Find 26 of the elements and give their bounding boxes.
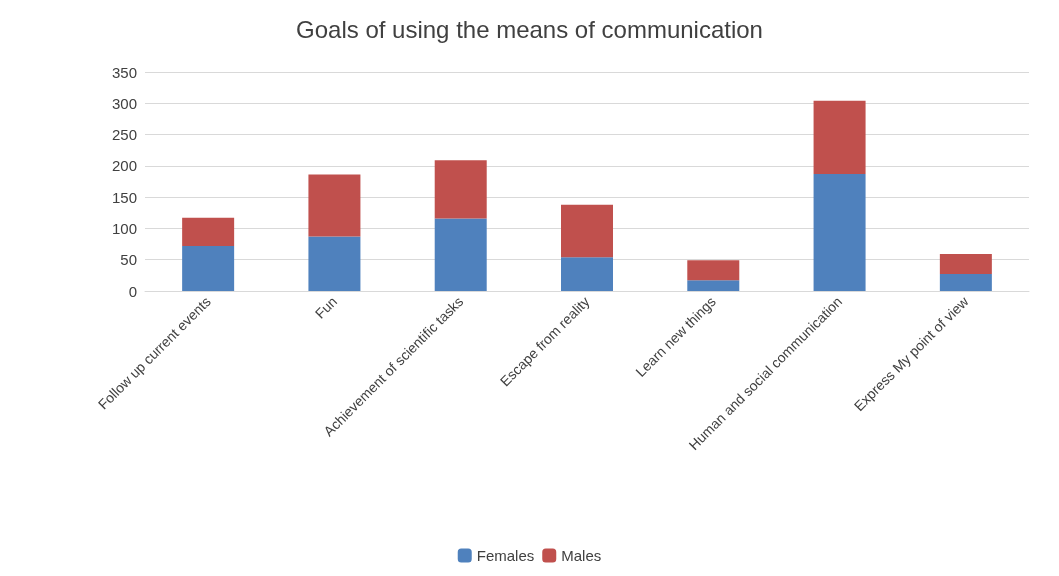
bar bbox=[813, 100, 866, 174]
x-tick-label: Fun bbox=[311, 293, 341, 322]
bar bbox=[434, 218, 487, 291]
y-tick-label: 150 bbox=[111, 188, 137, 206]
y-tick-label: 250 bbox=[111, 126, 137, 144]
legend-label: Males bbox=[561, 547, 602, 564]
y-tick-label: 50 bbox=[120, 251, 137, 269]
y-tick-label: 100 bbox=[111, 219, 137, 237]
y-tick-label: 300 bbox=[111, 94, 137, 112]
bar bbox=[308, 236, 361, 291]
legend-label: Females bbox=[476, 547, 535, 564]
chart-title: Goals of using the means of communication bbox=[296, 15, 763, 43]
y-tick-label: 350 bbox=[111, 63, 137, 81]
bar bbox=[939, 274, 992, 291]
bar bbox=[308, 174, 361, 237]
bar bbox=[687, 280, 740, 291]
bar bbox=[687, 260, 740, 281]
y-tick-label: 0 bbox=[128, 282, 137, 300]
bar bbox=[561, 257, 613, 291]
bar bbox=[182, 217, 235, 246]
y-tick-label: 200 bbox=[111, 157, 137, 175]
bar bbox=[434, 160, 487, 219]
bar bbox=[182, 245, 235, 291]
bar bbox=[561, 204, 613, 258]
bar bbox=[939, 254, 992, 275]
bar bbox=[813, 173, 866, 291]
